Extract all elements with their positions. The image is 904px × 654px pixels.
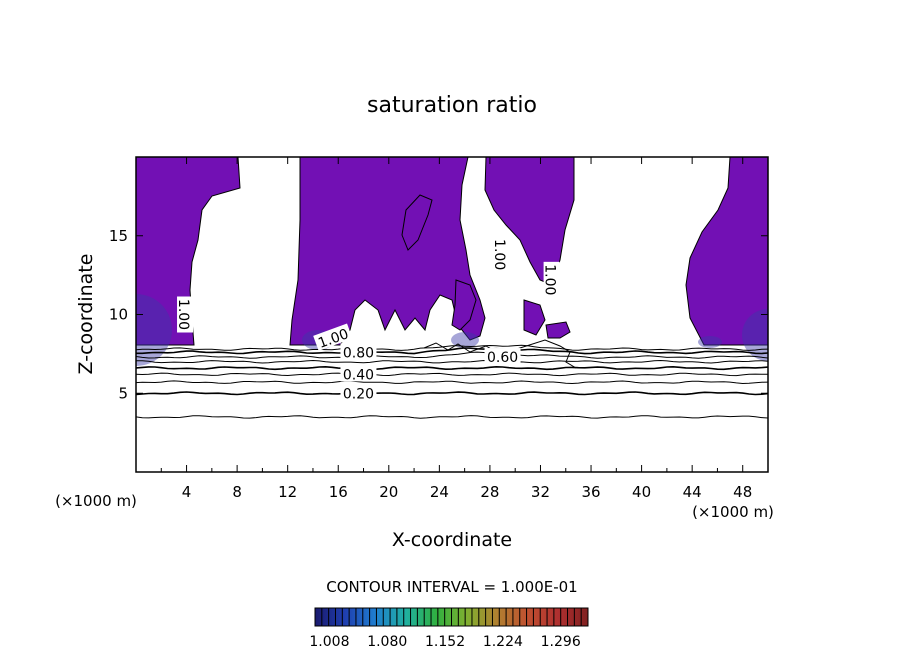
- x-tick-label: 24: [430, 483, 449, 501]
- x-tick-label: 16: [329, 483, 348, 501]
- x-tick-label: 12: [278, 483, 297, 501]
- supersaturated-regions: [136, 157, 768, 366]
- contour-lines: [136, 339, 768, 419]
- x-axis-label: X-coordinate: [392, 529, 512, 551]
- y-tick-label: 10: [109, 306, 128, 324]
- high-value-blob: [742, 309, 768, 361]
- supersaturated-region: [136, 157, 241, 346]
- supersaturated-region: [401, 194, 433, 251]
- contour-label: 0.20: [343, 386, 374, 402]
- y-tick-label: 15: [109, 227, 128, 245]
- supersaturated-region: [523, 299, 546, 336]
- x-tick-label: 28: [480, 483, 499, 501]
- supersaturated-region: [484, 157, 575, 286]
- x-tick-label: 32: [531, 483, 550, 501]
- y-tick-label: 5: [118, 384, 128, 402]
- x-tick-label: 44: [683, 483, 702, 501]
- contour-label: 1.00: [175, 299, 191, 330]
- contour-line: [136, 344, 768, 351]
- colorbar-tick-label: 1.080: [367, 634, 407, 650]
- colorbar-tick-label: 1.296: [541, 634, 581, 650]
- contour-label: 0.40: [343, 367, 374, 383]
- plot-area: 1.001.001.001.000.80 0.600.400.20: [136, 157, 768, 472]
- x-axis: 4 8 12 16 20 24 28 32 36 40 44 48: [160, 157, 752, 501]
- x-tick-label: 36: [581, 483, 600, 501]
- colorbar: 1.008 1.080 1.152 1.224 1.296: [309, 607, 589, 650]
- colorbar-tick-label: 1.008: [309, 634, 349, 650]
- contour-line: [136, 351, 768, 359]
- contour-label: 1.00: [542, 264, 558, 295]
- contour-label-bg: [493, 236, 510, 273]
- x-unit-right: (×1000 m): [692, 503, 774, 521]
- x-tick-label: 4: [182, 483, 192, 501]
- contour-label-bg: [340, 384, 377, 401]
- contour-line: [136, 415, 768, 419]
- supersaturated-region: [685, 157, 768, 346]
- contour-line: [136, 391, 768, 396]
- supersaturated-region: [545, 321, 571, 339]
- y-axis: 5 10 15: [109, 227, 768, 402]
- contour-label-bg: [340, 343, 377, 360]
- contour-line: [136, 359, 768, 364]
- contour-interval-text: CONTOUR INTERVAL = 1.000E-01: [326, 578, 577, 596]
- contour-label-bg: [543, 261, 560, 298]
- contour-line: [136, 380, 768, 385]
- contour-label-bg: [484, 348, 521, 365]
- colorbar-tick-label: 1.224: [483, 634, 523, 650]
- contour-labels: 1.001.001.001.000.80 0.600.400.20: [175, 236, 560, 402]
- contour-label-bg: [313, 323, 353, 351]
- contour-label: 0.60: [487, 350, 518, 366]
- x-tick-label: 40: [632, 483, 651, 501]
- y-axis-label: Z-coordinate: [75, 254, 97, 375]
- contour-label-bg: [177, 296, 194, 333]
- contour-line: [136, 372, 768, 377]
- contour-label: 1.00: [491, 239, 507, 270]
- x-tick-label: 48: [733, 483, 752, 501]
- high-value-blob: [698, 336, 722, 348]
- contour-label: 0.80: [343, 345, 374, 361]
- x-tick-label: 8: [232, 483, 242, 501]
- x-tick-label: 20: [379, 483, 398, 501]
- chart-title: saturation ratio: [367, 93, 537, 118]
- contour-line: [136, 347, 768, 355]
- supersaturated-region: [451, 279, 477, 331]
- contour-line: [136, 365, 768, 371]
- colorbar-tick-label: 1.152: [425, 634, 465, 650]
- contour-label-bg: [340, 365, 377, 382]
- colorbar-ticks: 1.008 1.080 1.152 1.224 1.296: [309, 634, 580, 650]
- high-value-blob: [136, 294, 172, 366]
- x-unit-left: (×1000 m): [55, 492, 137, 510]
- colorbar-stripes: [321, 608, 582, 626]
